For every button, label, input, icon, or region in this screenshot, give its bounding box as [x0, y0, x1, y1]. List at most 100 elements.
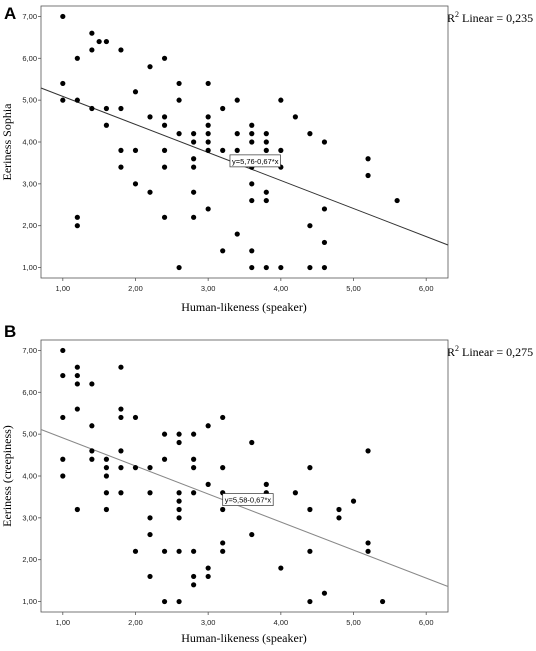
equation-label-a: y=5,76-0,67*x	[229, 154, 281, 168]
data-point	[249, 264, 255, 271]
equation-box-a	[229, 154, 281, 168]
data-point	[60, 13, 66, 20]
data-point	[118, 448, 124, 454]
data-point	[60, 372, 66, 379]
data-point	[161, 114, 168, 120]
data-point	[118, 490, 124, 496]
data-point	[249, 139, 255, 145]
data-point	[263, 264, 269, 271]
data-point	[118, 164, 124, 170]
data-point	[118, 364, 124, 370]
data-point	[191, 189, 197, 195]
data-point	[263, 197, 269, 204]
data-point	[365, 548, 371, 554]
data-point	[161, 164, 168, 170]
data-point	[161, 548, 168, 554]
x-tick-label: 3,00	[201, 284, 216, 293]
data-point	[176, 131, 182, 137]
data-point	[161, 55, 168, 61]
plot-frame-b	[40, 339, 449, 613]
y-axis-label-b: Eeriness (creepiness)	[0, 425, 14, 527]
data-point	[191, 156, 197, 162]
y-tick-label: 2,00	[22, 221, 37, 230]
data-point	[249, 122, 255, 128]
data-point	[176, 498, 182, 504]
data-point	[103, 473, 110, 479]
plot-frame-a	[40, 5, 449, 279]
scatter-panel-b: B R2 Linear = 0,275 1,00 2,00 3,00 4,00 5,00 6…	[0, 322, 533, 645]
data-point	[336, 515, 342, 521]
data-point	[205, 114, 211, 120]
data-point	[307, 223, 313, 229]
data-point	[191, 164, 197, 170]
data-point	[176, 80, 182, 87]
data-point	[365, 156, 371, 162]
data-point	[103, 465, 110, 471]
x-tick-label: 6,00	[419, 618, 434, 627]
equation-text-a: y=5,76-0,67*x	[232, 157, 279, 166]
data-point	[307, 598, 313, 605]
data-point	[205, 423, 211, 429]
data-point	[307, 548, 313, 554]
y-tick-label: 5,00	[22, 96, 37, 105]
x-tick-label: 4,00	[274, 284, 289, 293]
data-point	[220, 548, 226, 554]
data-point	[74, 381, 80, 387]
panel-letter-a: A	[4, 4, 16, 23]
x-tick-label: 3,00	[201, 618, 216, 627]
data-point	[176, 264, 182, 271]
y-tick-label: 4,00	[22, 138, 37, 147]
data-point	[132, 181, 139, 187]
data-point	[132, 147, 139, 153]
data-point	[161, 147, 168, 153]
x-tick-label: 5,00	[346, 284, 361, 293]
data-point	[74, 506, 80, 513]
data-point	[292, 114, 298, 120]
data-point	[278, 565, 284, 571]
data-point	[278, 264, 284, 271]
data-point	[176, 490, 182, 496]
data-point	[103, 122, 110, 128]
data-point	[234, 97, 240, 103]
data-point	[205, 131, 211, 137]
data-point	[103, 506, 110, 513]
data-point	[191, 431, 197, 437]
data-point	[321, 206, 328, 212]
data-point	[118, 47, 124, 53]
data-point	[191, 131, 197, 137]
data-point	[220, 414, 226, 421]
data-point	[60, 347, 66, 354]
data-point	[161, 431, 168, 437]
data-point	[336, 506, 342, 513]
data-point	[263, 131, 269, 137]
data-point	[234, 231, 240, 237]
r2-label-b: R2 Linear = 0,275	[447, 344, 533, 359]
data-point	[249, 181, 255, 187]
data-point	[147, 490, 153, 496]
data-point	[321, 239, 328, 246]
data-point	[350, 498, 357, 504]
data-point	[132, 414, 139, 421]
data-point	[220, 105, 226, 112]
data-point	[234, 131, 240, 137]
data-point	[147, 189, 153, 195]
data-point	[74, 372, 80, 379]
data-point	[220, 248, 226, 254]
data-point	[89, 381, 95, 387]
data-point	[307, 506, 313, 513]
data-point	[147, 531, 153, 538]
data-point	[60, 97, 66, 103]
x-axis-label-b: Human-likeness (speaker)	[181, 631, 307, 645]
data-point	[365, 540, 371, 546]
x-tick-label: 1,00	[55, 618, 70, 627]
equation-box-b	[222, 493, 274, 506]
data-point	[249, 131, 255, 137]
data-point	[103, 105, 110, 112]
data-point	[132, 548, 139, 554]
data-point	[220, 465, 226, 471]
data-point	[205, 481, 211, 487]
data-point	[191, 214, 197, 220]
data-point	[60, 473, 66, 479]
data-point	[191, 573, 197, 580]
x-ticks-a: 1,00 2,00 3,00 4,00 5,00 6,00	[55, 278, 434, 293]
